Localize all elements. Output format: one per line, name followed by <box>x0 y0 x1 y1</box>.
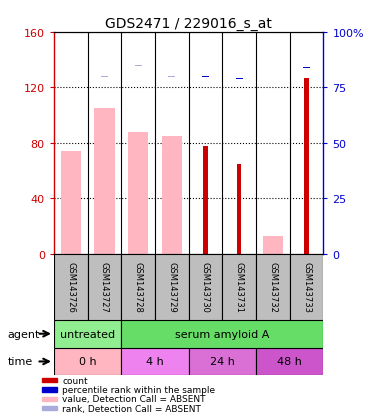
Text: 0 h: 0 h <box>79 356 96 367</box>
Bar <box>203 146 208 254</box>
Bar <box>42 397 57 401</box>
Text: GSM143728: GSM143728 <box>134 262 142 312</box>
Text: untreated: untreated <box>60 329 115 339</box>
Title: GDS2471 / 229016_s_at: GDS2471 / 229016_s_at <box>105 17 272 31</box>
FancyBboxPatch shape <box>54 254 88 320</box>
Text: GSM143727: GSM143727 <box>100 262 109 312</box>
Text: serum amyloid A: serum amyloid A <box>175 329 270 339</box>
FancyBboxPatch shape <box>223 254 256 320</box>
Bar <box>162 137 182 254</box>
Bar <box>237 164 241 254</box>
FancyBboxPatch shape <box>189 254 223 320</box>
FancyBboxPatch shape <box>121 320 323 348</box>
Text: 48 h: 48 h <box>277 356 302 367</box>
Bar <box>263 236 283 254</box>
Bar <box>128 133 148 254</box>
Bar <box>42 387 57 392</box>
FancyBboxPatch shape <box>88 254 121 320</box>
Text: count: count <box>62 376 88 385</box>
Text: GSM143732: GSM143732 <box>268 262 277 312</box>
FancyBboxPatch shape <box>189 348 256 375</box>
Text: percentile rank within the sample: percentile rank within the sample <box>62 385 215 394</box>
Text: value, Detection Call = ABSENT: value, Detection Call = ABSENT <box>62 394 206 404</box>
Bar <box>61 152 81 254</box>
Text: rank, Detection Call = ABSENT: rank, Detection Call = ABSENT <box>62 404 201 413</box>
FancyBboxPatch shape <box>155 254 189 320</box>
Text: time: time <box>8 356 33 367</box>
Bar <box>304 78 309 254</box>
FancyBboxPatch shape <box>54 320 121 348</box>
Text: GSM143733: GSM143733 <box>302 261 311 313</box>
FancyBboxPatch shape <box>256 254 290 320</box>
FancyBboxPatch shape <box>256 348 323 375</box>
Text: agent: agent <box>8 329 40 339</box>
Text: 24 h: 24 h <box>210 356 235 367</box>
FancyBboxPatch shape <box>54 348 121 375</box>
Text: GSM143726: GSM143726 <box>66 262 75 312</box>
Text: GSM143729: GSM143729 <box>167 262 176 312</box>
Bar <box>42 378 57 382</box>
FancyBboxPatch shape <box>121 254 155 320</box>
Bar <box>94 109 115 254</box>
Text: GSM143730: GSM143730 <box>201 262 210 312</box>
Text: 4 h: 4 h <box>146 356 164 367</box>
Bar <box>42 406 57 411</box>
Text: GSM143731: GSM143731 <box>235 262 244 312</box>
FancyBboxPatch shape <box>121 348 189 375</box>
FancyBboxPatch shape <box>290 254 323 320</box>
